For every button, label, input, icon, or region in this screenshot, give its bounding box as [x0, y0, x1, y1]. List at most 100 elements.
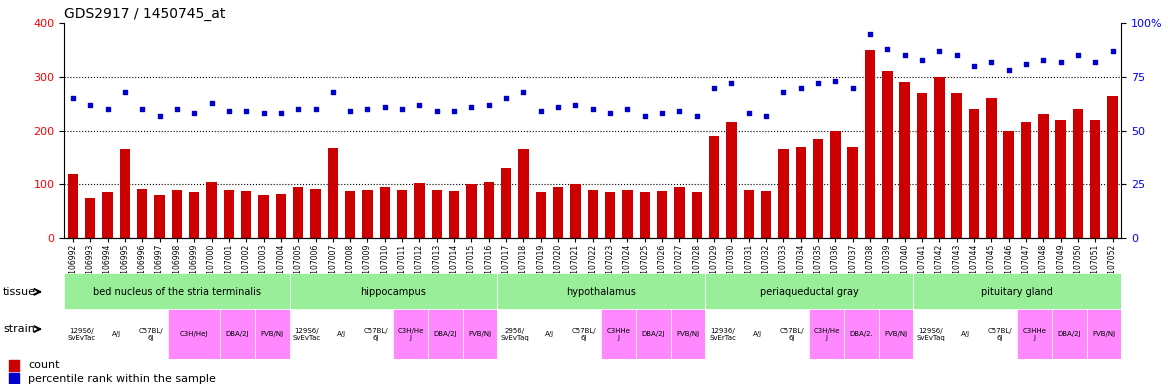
Text: C57BL/
6J: C57BL/ 6J: [572, 328, 597, 341]
Bar: [1056, 120, 1066, 238]
FancyBboxPatch shape: [168, 309, 221, 359]
Point: [271, 110, 290, 116]
Point: [63, 95, 82, 101]
Bar: [362, 190, 373, 238]
Bar: [119, 149, 130, 238]
Point: [514, 89, 533, 95]
Text: A/J: A/J: [336, 331, 346, 337]
Point: [947, 52, 966, 58]
FancyBboxPatch shape: [463, 309, 498, 359]
Point: [722, 80, 741, 86]
Text: count: count: [28, 360, 60, 370]
Point: [288, 106, 307, 112]
Bar: [709, 136, 719, 238]
FancyBboxPatch shape: [774, 309, 809, 359]
FancyBboxPatch shape: [705, 309, 741, 359]
Bar: [864, 50, 875, 238]
Bar: [345, 191, 355, 238]
FancyBboxPatch shape: [670, 309, 705, 359]
Bar: [778, 149, 788, 238]
Bar: [691, 192, 702, 238]
Text: FVB/NJ: FVB/NJ: [676, 331, 700, 337]
Point: [1051, 59, 1070, 65]
Text: FVB/NJ: FVB/NJ: [468, 331, 492, 337]
Bar: [899, 82, 910, 238]
Point: [688, 113, 707, 119]
Bar: [258, 195, 269, 238]
Point: [965, 63, 983, 69]
Bar: [466, 184, 477, 238]
FancyBboxPatch shape: [498, 309, 533, 359]
FancyBboxPatch shape: [221, 309, 255, 359]
Point: [930, 48, 948, 54]
Point: [410, 102, 429, 108]
Bar: [986, 98, 996, 238]
FancyBboxPatch shape: [533, 309, 566, 359]
Text: FVB/NJ: FVB/NJ: [884, 331, 908, 337]
Text: A/J: A/J: [753, 331, 762, 337]
Text: 129S6/
SvEvTac: 129S6/ SvEvTac: [68, 328, 96, 341]
FancyBboxPatch shape: [255, 309, 290, 359]
Bar: [795, 147, 806, 238]
Bar: [1072, 109, 1083, 238]
Bar: [952, 93, 962, 238]
Point: [479, 102, 498, 108]
FancyBboxPatch shape: [705, 273, 913, 311]
Point: [151, 113, 169, 119]
Bar: [85, 198, 96, 238]
FancyBboxPatch shape: [1086, 309, 1121, 359]
Point: [670, 108, 689, 114]
Text: 2956/
SvEvTaq: 2956/ SvEvTaq: [500, 328, 529, 341]
Bar: [968, 109, 979, 238]
Bar: [207, 182, 217, 238]
Bar: [172, 190, 182, 238]
Bar: [744, 190, 753, 238]
Point: [1000, 67, 1018, 73]
Point: [600, 110, 619, 116]
Point: [704, 84, 723, 91]
FancyBboxPatch shape: [741, 309, 774, 359]
Text: DBA/2.: DBA/2.: [849, 331, 874, 337]
Bar: [848, 147, 857, 238]
Bar: [380, 187, 390, 238]
Bar: [276, 194, 286, 238]
Point: [427, 108, 446, 114]
Bar: [501, 168, 512, 238]
Bar: [449, 191, 459, 238]
Bar: [328, 148, 338, 238]
Text: FVB/NJ: FVB/NJ: [1092, 331, 1115, 337]
FancyBboxPatch shape: [99, 309, 133, 359]
Point: [220, 108, 238, 114]
Text: periaqueductal gray: periaqueductal gray: [760, 287, 858, 297]
Text: C57BL/
6J: C57BL/ 6J: [139, 328, 164, 341]
Point: [826, 78, 844, 84]
FancyBboxPatch shape: [133, 309, 168, 359]
Text: C3HHe
J: C3HHe J: [1023, 328, 1047, 341]
Point: [375, 104, 394, 110]
Bar: [1090, 120, 1100, 238]
Point: [392, 106, 411, 112]
Text: 12936/
SvErTac: 12936/ SvErTac: [709, 328, 736, 341]
Text: C57BL/
6J: C57BL/ 6J: [988, 328, 1013, 341]
Text: DBA/2J: DBA/2J: [641, 331, 665, 337]
FancyBboxPatch shape: [64, 273, 290, 311]
Bar: [882, 71, 892, 238]
Bar: [726, 122, 737, 238]
Point: [549, 104, 568, 110]
Point: [1086, 59, 1105, 65]
FancyBboxPatch shape: [913, 273, 1121, 311]
Point: [861, 31, 880, 37]
Text: C3H/He
J: C3H/He J: [813, 328, 840, 341]
Bar: [1038, 114, 1049, 238]
Bar: [588, 190, 598, 238]
Bar: [103, 192, 113, 238]
Bar: [570, 184, 580, 238]
Point: [912, 56, 931, 63]
Bar: [293, 187, 304, 238]
Bar: [1003, 131, 1014, 238]
Point: [185, 110, 203, 116]
FancyBboxPatch shape: [394, 309, 429, 359]
Text: hippocampus: hippocampus: [361, 287, 426, 297]
Bar: [536, 192, 545, 238]
Bar: [1107, 96, 1118, 238]
